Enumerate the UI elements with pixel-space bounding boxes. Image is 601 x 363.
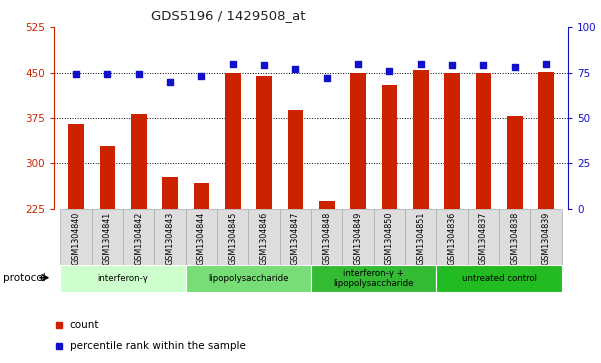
Text: untreated control: untreated control [462, 274, 537, 283]
Text: count: count [70, 321, 99, 330]
Text: GSM1304837: GSM1304837 [479, 212, 488, 265]
Bar [60, 265, 186, 292]
Bar [319, 201, 335, 345]
Text: interferon-γ +
lipopolysaccharide: interferon-γ + lipopolysaccharide [334, 269, 414, 288]
Text: GSM1304838: GSM1304838 [510, 212, 519, 265]
Text: GSM1304848: GSM1304848 [322, 212, 331, 265]
Text: GSM1304839: GSM1304839 [542, 212, 551, 265]
Bar [287, 110, 303, 345]
Point [165, 79, 175, 85]
Point [259, 62, 269, 68]
Bar [256, 76, 272, 345]
Bar [538, 72, 554, 345]
Bar [100, 146, 115, 345]
Text: protocol: protocol [3, 273, 46, 283]
Text: lipopolysaccharide: lipopolysaccharide [208, 274, 288, 283]
Bar [405, 209, 436, 265]
Text: GSM1304841: GSM1304841 [103, 212, 112, 265]
Bar [530, 209, 562, 265]
Bar [343, 209, 374, 265]
Text: GSM1304851: GSM1304851 [416, 212, 425, 265]
Bar [92, 209, 123, 265]
Text: GSM1304843: GSM1304843 [165, 212, 174, 265]
Point [197, 73, 206, 79]
Bar [217, 209, 248, 265]
Bar [475, 73, 491, 345]
Point [542, 61, 551, 66]
Point [478, 62, 488, 68]
Bar [154, 209, 186, 265]
Text: GSM1304840: GSM1304840 [72, 212, 81, 265]
Bar [374, 209, 405, 265]
Point [71, 72, 81, 77]
Point [385, 68, 394, 74]
Bar [436, 265, 562, 292]
Point [416, 61, 426, 66]
Bar [444, 73, 460, 345]
Text: GSM1304844: GSM1304844 [197, 212, 206, 265]
Bar [507, 116, 522, 345]
Text: GSM1304850: GSM1304850 [385, 212, 394, 265]
Text: percentile rank within the sample: percentile rank within the sample [70, 341, 245, 351]
Text: GSM1304847: GSM1304847 [291, 212, 300, 265]
Point [447, 62, 457, 68]
Bar [413, 70, 429, 345]
Bar [186, 209, 217, 265]
Point [322, 75, 332, 81]
Bar [436, 209, 468, 265]
Bar [311, 265, 436, 292]
Text: GSM1304845: GSM1304845 [228, 212, 237, 265]
Bar [499, 209, 530, 265]
Bar [123, 209, 154, 265]
Point [510, 64, 519, 70]
Text: GDS5196 / 1429508_at: GDS5196 / 1429508_at [151, 9, 306, 22]
Bar [60, 209, 92, 265]
Bar [468, 209, 499, 265]
Bar [279, 209, 311, 265]
Point [290, 66, 300, 72]
Point [134, 72, 144, 77]
Point [103, 72, 112, 77]
Bar [186, 265, 311, 292]
Text: GSM1304836: GSM1304836 [448, 212, 457, 265]
Bar [162, 177, 178, 345]
Bar [194, 183, 209, 345]
Text: GSM1304842: GSM1304842 [134, 212, 143, 265]
Point [353, 61, 363, 66]
Bar [248, 209, 279, 265]
Bar [350, 73, 366, 345]
Bar [382, 85, 397, 345]
Text: interferon-γ: interferon-γ [97, 274, 148, 283]
Bar [225, 73, 240, 345]
Bar [311, 209, 343, 265]
Bar [68, 124, 84, 345]
Text: GSM1304849: GSM1304849 [353, 212, 362, 265]
Text: GSM1304846: GSM1304846 [260, 212, 269, 265]
Bar [131, 114, 147, 345]
Point [228, 61, 237, 66]
